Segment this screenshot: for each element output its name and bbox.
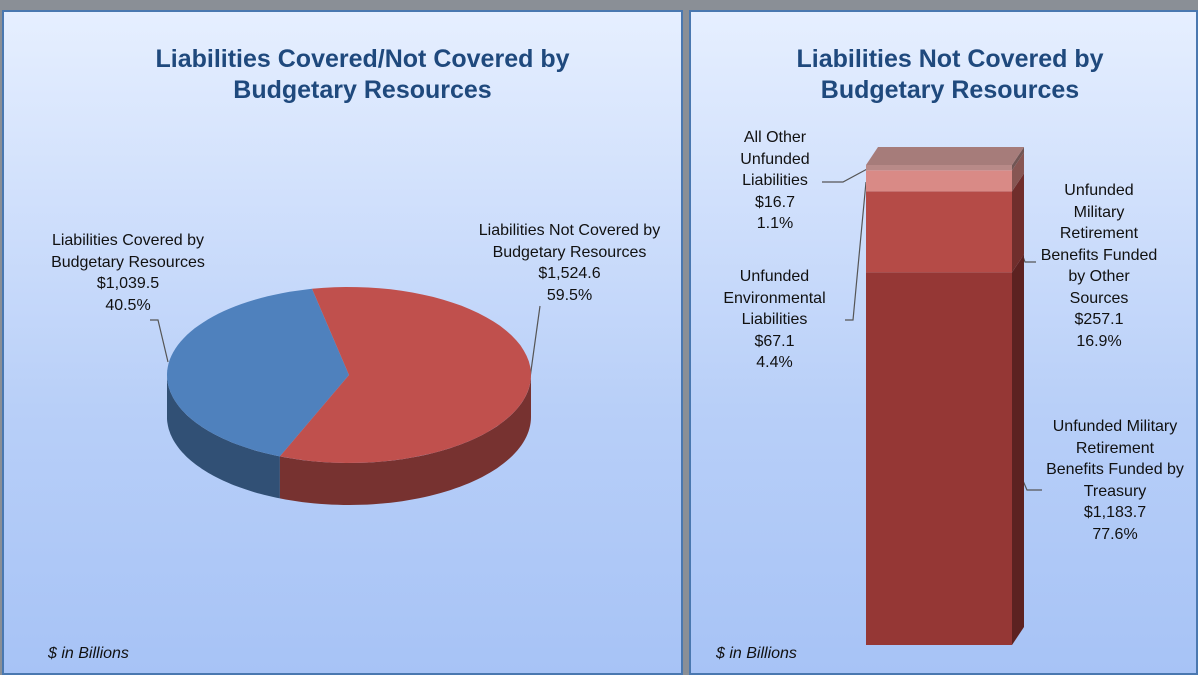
bar-segment xyxy=(866,191,1012,273)
label-line: 16.9% xyxy=(1076,332,1122,350)
pie-slice xyxy=(279,287,531,463)
leader-line xyxy=(529,305,541,379)
label-line: 59.5% xyxy=(546,286,593,304)
label-line: 40.5% xyxy=(105,296,151,314)
label-line: Liabilities Covered by Budgetary Resourc… xyxy=(51,232,205,271)
data-label: Unfunded Military Retirement Benefits Fu… xyxy=(1040,180,1158,352)
bar-side xyxy=(1012,254,1024,645)
bar-side xyxy=(1012,152,1024,192)
bar-side xyxy=(1012,173,1024,273)
pie-slice xyxy=(167,288,349,457)
bar-side xyxy=(1012,147,1024,171)
unit-note: $ in Billions xyxy=(48,645,129,662)
label-line: 1.1% xyxy=(756,215,794,232)
bar-segment xyxy=(866,170,1012,192)
data-label: Unfunded Environmental Liabilities $67.1 4… xyxy=(712,266,837,374)
leader-line xyxy=(150,319,169,363)
label-line: 77.6% xyxy=(1092,525,1138,543)
label-line: Unfunded Environmental Liabilities xyxy=(723,268,826,328)
bar-segment xyxy=(866,165,1012,171)
unit-note: $ in Billions xyxy=(716,645,797,662)
slice-side xyxy=(167,375,280,499)
bar-top xyxy=(866,147,1024,165)
leader-line xyxy=(822,167,870,183)
label-line: Unfunded Military Retirement Benefits Fu… xyxy=(1046,418,1184,500)
data-label: Liabilities Covered by Budgetary Resourc… xyxy=(33,230,223,316)
slice-side xyxy=(279,375,531,505)
label-line: $16.7 xyxy=(754,193,796,211)
label-line: $67.1 xyxy=(754,332,795,350)
label-line: $1,183.7 xyxy=(1083,504,1147,521)
data-label: All Other Unfunded Liabilities $16.7 1.1% xyxy=(730,127,820,235)
label-line: $1,039.5 xyxy=(96,275,160,292)
data-label: Unfunded Military Retirement Benefits Fu… xyxy=(1045,416,1185,545)
label-line: Liabilities Not Covered by Budgetary Res… xyxy=(478,222,661,261)
chart-title: Liabilities Not Covered by Budgetary Res… xyxy=(796,45,1104,104)
label-line: All Other Unfunded Liabilities xyxy=(740,129,810,189)
leader-line xyxy=(845,181,867,321)
chart-title: Liabilities Covered/Not Covered by Budge… xyxy=(155,45,570,104)
bar-segment xyxy=(866,272,1012,645)
label-line: 4.4% xyxy=(756,354,793,371)
label-line: $257.1 xyxy=(1074,311,1124,328)
label-line: Unfunded Military Retirement Benefits Fu… xyxy=(1040,182,1158,307)
label-line: $1,524.6 xyxy=(538,265,601,282)
data-label: Liabilities Not Covered by Budgetary Res… xyxy=(462,220,677,306)
